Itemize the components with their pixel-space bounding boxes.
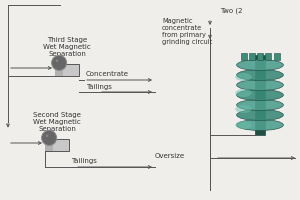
Bar [249,53,255,60]
Text: Magnetic
concentrate
from primary
grinding circuit: Magnetic concentrate from primary grindi… [162,18,212,45]
Text: Second Stage
Wet Magnetic
Separation: Second Stage Wet Magnetic Separation [33,112,81,132]
Text: Third Stage
Wet Magnetic
Separation: Third Stage Wet Magnetic Separation [43,37,91,57]
Ellipse shape [237,60,284,71]
Ellipse shape [237,110,284,120]
Bar [241,53,247,60]
Bar [265,53,271,60]
Ellipse shape [237,99,284,110]
Ellipse shape [237,79,284,90]
Ellipse shape [235,105,252,113]
Text: Two (2: Two (2 [220,8,242,15]
Bar [45,139,69,151]
Bar [274,53,280,60]
Ellipse shape [237,90,284,100]
Bar [257,53,263,60]
Text: Tailings: Tailings [71,158,97,164]
Ellipse shape [235,73,252,81]
Ellipse shape [235,121,252,129]
Bar [45,139,53,151]
Circle shape [56,59,58,62]
Ellipse shape [237,119,284,130]
Circle shape [42,130,57,145]
Ellipse shape [237,70,284,80]
Text: Tailings: Tailings [86,84,112,90]
Circle shape [46,134,48,137]
Ellipse shape [235,89,252,97]
Bar [55,64,79,76]
Bar [55,64,63,76]
Text: Oversize: Oversize [155,153,185,159]
Circle shape [52,55,67,70]
Bar [255,55,265,135]
Text: Concentrate: Concentrate [86,72,129,77]
